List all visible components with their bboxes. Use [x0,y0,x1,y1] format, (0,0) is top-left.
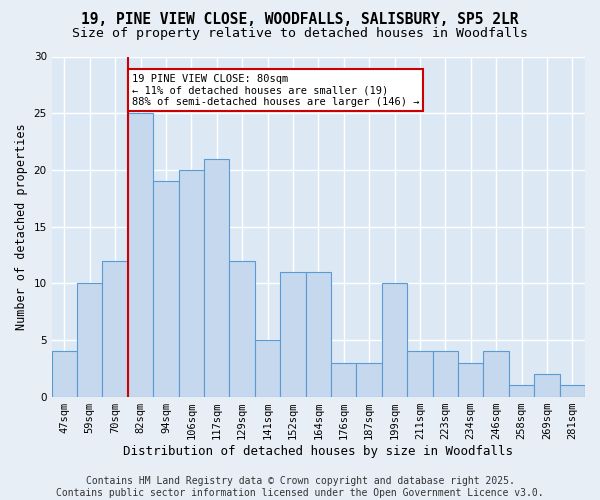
X-axis label: Distribution of detached houses by size in Woodfalls: Distribution of detached houses by size … [124,444,514,458]
Text: Size of property relative to detached houses in Woodfalls: Size of property relative to detached ho… [72,28,528,40]
Bar [204,158,229,396]
Bar [103,260,128,396]
Y-axis label: Number of detached properties: Number of detached properties [15,123,28,330]
Bar [77,283,103,397]
Bar [433,351,458,397]
Bar [560,385,585,396]
Bar [356,362,382,396]
Bar [534,374,560,396]
Bar [128,113,153,397]
Bar [280,272,305,396]
Bar [484,351,509,397]
Bar [153,181,179,396]
Bar [52,351,77,397]
Text: Contains HM Land Registry data © Crown copyright and database right 2025.
Contai: Contains HM Land Registry data © Crown c… [56,476,544,498]
Bar [331,362,356,396]
Bar [458,362,484,396]
Text: 19 PINE VIEW CLOSE: 80sqm
← 11% of detached houses are smaller (19)
88% of semi-: 19 PINE VIEW CLOSE: 80sqm ← 11% of detac… [131,74,419,106]
Bar [179,170,204,396]
Bar [382,283,407,397]
Bar [229,260,255,396]
Text: 19, PINE VIEW CLOSE, WOODFALLS, SALISBURY, SP5 2LR: 19, PINE VIEW CLOSE, WOODFALLS, SALISBUR… [81,12,519,28]
Bar [407,351,433,397]
Bar [305,272,331,396]
Bar [255,340,280,396]
Bar [509,385,534,396]
